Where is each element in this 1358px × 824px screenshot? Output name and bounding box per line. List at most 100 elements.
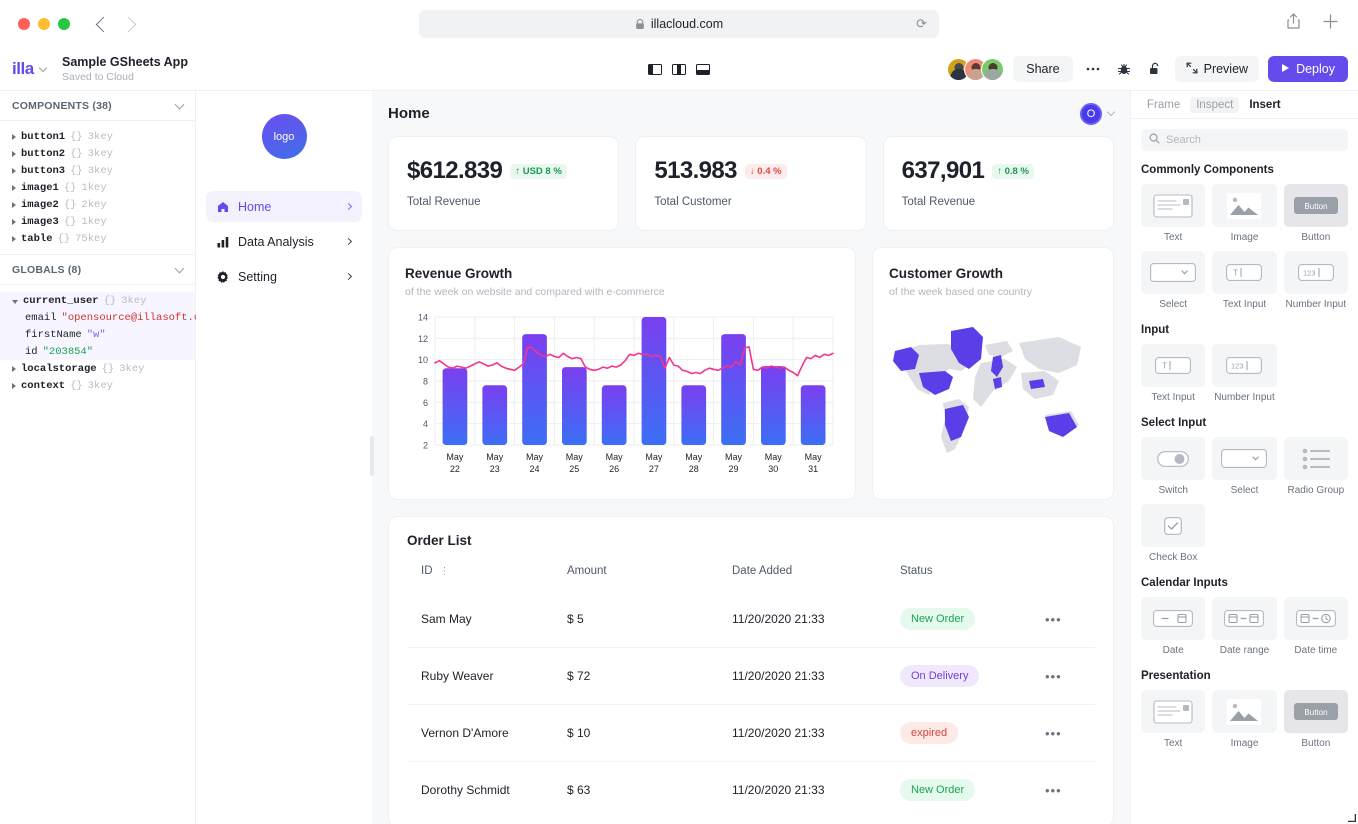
brand-logo-area[interactable]: illa (0, 59, 56, 79)
layout-bottom-icon[interactable] (696, 63, 710, 75)
component-switch[interactable]: Switch (1141, 437, 1206, 497)
component-text[interactable]: Text (1141, 184, 1206, 244)
table-row[interactable]: Ruby Weaver $ 72 11/20/2020 21:33 On Delive… (407, 647, 1095, 705)
table-row[interactable]: Vernon D'Amore $ 10 11/20/2020 21:33 expire… (407, 704, 1095, 762)
component-date-time[interactable]: Date time (1283, 597, 1348, 657)
tree-item[interactable]: image3 {} 1key (0, 213, 195, 230)
caret-right-icon[interactable] (12, 184, 16, 191)
tree-item-braces: {} (57, 232, 71, 245)
component-grid: Text Image Button Button (1141, 690, 1348, 750)
tab-frame[interactable]: Frame (1147, 98, 1181, 111)
table-row[interactable]: Sam May $ 5 11/20/2020 21:33 New Order ••• (407, 591, 1095, 648)
component-radio-group[interactable]: Radio Group (1283, 437, 1348, 497)
column-header[interactable]: Amount (567, 565, 607, 577)
tree-item[interactable]: image2 {} 2key (0, 196, 195, 213)
globals-section-header[interactable]: GLOBALS (8) (0, 255, 195, 285)
tree-item[interactable]: table {} 75key (0, 230, 195, 247)
tab-insert[interactable]: Insert (1249, 98, 1281, 111)
component-check-box[interactable]: Check Box (1141, 504, 1206, 564)
tree-item[interactable]: localstorage {} 3key (0, 360, 195, 377)
resize-corner-icon[interactable] (1347, 813, 1356, 822)
caret-down-icon[interactable] (12, 299, 18, 304)
plus-icon[interactable] (1323, 14, 1338, 34)
tree-item-name: image1 (21, 181, 59, 194)
component-text-input[interactable]: T Text Input (1212, 251, 1277, 311)
tree-item[interactable]: current_user {} 3key (0, 292, 195, 309)
sort-icon[interactable]: ⋮ (439, 566, 450, 577)
caret-right-icon[interactable] (12, 382, 16, 389)
avatar[interactable] (981, 57, 1005, 81)
caret-right-icon[interactable] (12, 365, 16, 372)
component-button[interactable]: Button Button (1283, 184, 1348, 244)
search-box[interactable] (1141, 129, 1348, 151)
tree-item[interactable]: button1 {} 3key (0, 128, 195, 145)
component-text-input[interactable]: T Text Input (1141, 344, 1206, 404)
component-date-range[interactable]: Date range (1212, 597, 1277, 657)
cell-id: Sam May (421, 612, 472, 626)
unlock-icon[interactable] (1144, 58, 1166, 80)
chevron-down-icon[interactable] (174, 263, 185, 273)
nav-item-setting[interactable]: Setting (206, 261, 362, 292)
app-logo[interactable]: logo (261, 114, 307, 159)
caret-right-icon[interactable] (12, 167, 16, 174)
tree-item-name: button2 (21, 147, 66, 160)
page-scroll-area[interactable]: $612.839 ↑ USD 8 % Total Revenue 513.983 ↓ 0… (372, 136, 1130, 824)
tree-item[interactable]: button3 {} 3key (0, 162, 195, 179)
caret-right-icon[interactable] (12, 133, 16, 140)
reload-icon[interactable]: ⟳ (916, 16, 927, 31)
svg-text:Button: Button (1304, 202, 1327, 211)
component-label: Number Input (1214, 392, 1275, 403)
deploy-button[interactable]: Deploy (1268, 56, 1348, 82)
tree-item[interactable]: context {} 3key (0, 377, 195, 394)
component-button[interactable]: Button Button (1283, 690, 1348, 750)
maximize-window-button[interactable] (58, 18, 70, 30)
component-select[interactable]: Select (1212, 437, 1277, 497)
nav-item-data-analysis[interactable]: Data Analysis (206, 226, 362, 257)
column-header[interactable]: ID ⋮ (421, 565, 450, 577)
tree-item[interactable]: button2 {} 3key (0, 145, 195, 162)
stat-card: 513.983 ↓ 0.4 % Total Customer (635, 136, 867, 231)
component-number-input[interactable]: 123 Number Input (1283, 251, 1348, 311)
caret-right-icon[interactable] (12, 201, 16, 208)
component-select[interactable]: Select (1141, 251, 1206, 311)
caret-right-icon[interactable] (12, 218, 16, 225)
table-row[interactable]: Dorothy Schmidt $ 63 11/20/2020 21:33 New O… (407, 761, 1095, 818)
row-menu-icon[interactable]: ••• (1045, 782, 1062, 798)
row-menu-icon[interactable]: ••• (1045, 611, 1062, 627)
caret-right-icon[interactable] (12, 150, 16, 157)
column-header[interactable] (1045, 565, 1095, 591)
bug-icon[interactable] (1113, 58, 1135, 80)
more-dots-icon[interactable] (1082, 58, 1104, 80)
layout-left-icon[interactable] (648, 63, 662, 75)
column-header[interactable]: Status (900, 565, 933, 577)
tab-inspect[interactable]: Inspect (1190, 96, 1240, 113)
address-bar[interactable]: illacloud.com ⟳ (419, 10, 939, 38)
component-image[interactable]: Image (1212, 184, 1277, 244)
panel-resize-handle[interactable] (370, 436, 374, 476)
expand-icon (1186, 62, 1198, 77)
minimize-window-button[interactable] (38, 18, 50, 30)
tree-item[interactable]: image1 {} 1key (0, 179, 195, 196)
search-input[interactable] (1166, 134, 1340, 146)
share-button[interactable]: Share (1013, 56, 1073, 82)
preview-button[interactable]: Preview (1174, 56, 1260, 82)
component-text[interactable]: Text (1141, 690, 1206, 750)
layout-split-icon[interactable] (672, 63, 686, 75)
svg-text:Button: Button (1304, 708, 1327, 717)
chevron-down-icon[interactable] (38, 63, 47, 72)
user-menu[interactable]: O (1080, 102, 1116, 125)
nav-item-home[interactable]: Home (206, 191, 362, 222)
column-header[interactable]: Date Added (732, 565, 793, 577)
tree-item-keycount: 3key (87, 147, 113, 160)
component-image[interactable]: Image (1212, 690, 1277, 750)
close-window-button[interactable] (18, 18, 30, 30)
share-icon[interactable] (1286, 13, 1301, 35)
caret-right-icon[interactable] (12, 235, 16, 242)
component-date[interactable]: Date (1141, 597, 1206, 657)
row-menu-icon[interactable]: ••• (1045, 668, 1062, 684)
cell-id: Ruby Weaver (407, 647, 567, 705)
components-section-header[interactable]: COMPONENTS (38) (0, 91, 195, 121)
row-menu-icon[interactable]: ••• (1045, 725, 1062, 741)
component-number-input[interactable]: 123 Number Input (1212, 344, 1277, 404)
chevron-down-icon[interactable] (174, 99, 185, 109)
